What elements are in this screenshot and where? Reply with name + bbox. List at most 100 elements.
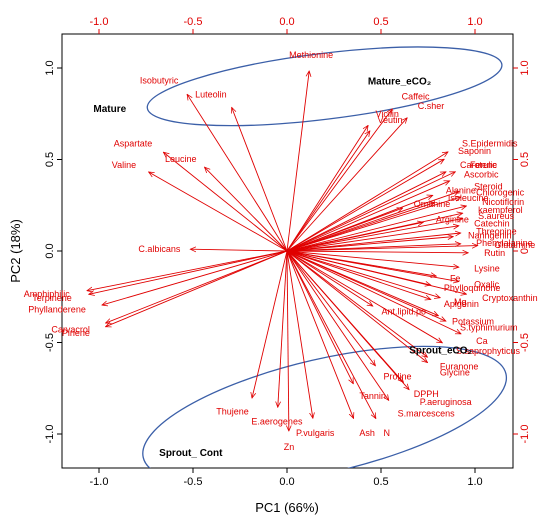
vector-arrow bbox=[286, 222, 423, 252]
vector-arrow bbox=[286, 250, 427, 357]
vector-label: Tannin bbox=[359, 391, 386, 401]
vector-label: DPPH bbox=[414, 389, 439, 399]
vector-arrow bbox=[286, 171, 455, 252]
vector-arrow bbox=[286, 226, 459, 252]
y-tick-label: -1.0 bbox=[44, 425, 56, 444]
vector-label: Phenylalanine bbox=[476, 238, 533, 248]
right-tick-label: 0.5 bbox=[519, 152, 531, 167]
group-ellipses bbox=[142, 46, 508, 468]
group-label: Mature_eCO₂ bbox=[368, 76, 431, 87]
vector-arrow bbox=[286, 250, 431, 299]
x-tick-label: 1.0 bbox=[467, 476, 482, 488]
vector-arrow bbox=[286, 250, 313, 418]
vector-label: Amphiphilic bbox=[24, 289, 71, 299]
vector-label: Caffeic bbox=[402, 91, 430, 101]
vector-arrow bbox=[286, 246, 478, 252]
vector-arrow bbox=[286, 250, 440, 298]
vector-arrow bbox=[252, 250, 288, 398]
vector-label: S.marcescens bbox=[398, 409, 456, 419]
vector-label: Luteolin bbox=[195, 89, 227, 99]
loading-vectors bbox=[87, 71, 478, 431]
vector-arrow bbox=[286, 250, 354, 418]
vector-label: Proline bbox=[384, 371, 412, 381]
x-axis-bottom: -1.0 -0.5 0.0 0.5 1.0 bbox=[90, 468, 483, 488]
vector-arrow bbox=[286, 208, 403, 252]
group-label: Mature bbox=[93, 104, 126, 115]
vector-label: S.saprophyticus bbox=[456, 346, 521, 356]
vector-arrow bbox=[286, 109, 392, 252]
vector-label: Catechin bbox=[474, 219, 510, 229]
vector-arrow bbox=[106, 250, 288, 323]
vector-arrow bbox=[106, 250, 288, 327]
vector-label: Ash bbox=[359, 428, 375, 438]
vector-arrow bbox=[286, 250, 461, 335]
y-tick-label: 0.0 bbox=[44, 243, 56, 258]
vector-label: Chlorogenic bbox=[476, 187, 525, 197]
vector-label: Alanine bbox=[446, 185, 476, 195]
vector-label: Saponin bbox=[458, 146, 491, 156]
vector-arrow bbox=[286, 71, 309, 252]
vector-arrow bbox=[286, 250, 389, 400]
vector-label: Threonine bbox=[476, 226, 517, 236]
vector-label: Ferulic bbox=[470, 160, 498, 170]
vector-label: Ascorbic bbox=[464, 170, 499, 180]
vector-label: Isobutyric bbox=[140, 76, 179, 86]
vector-arrow bbox=[286, 233, 461, 252]
x-tick-label: -0.5 bbox=[184, 476, 203, 488]
vector-arrow bbox=[286, 118, 407, 252]
vector-label: Glutamine bbox=[494, 240, 535, 250]
vector-label: Isoleucine bbox=[448, 193, 489, 203]
x-axis-top: -1.0 -0.5 0.0 0.5 1.0 bbox=[90, 16, 483, 34]
vector-label: E.aerogenes bbox=[251, 416, 303, 426]
vector-arrow bbox=[278, 250, 288, 407]
vector-arrow bbox=[286, 152, 448, 252]
right-tick-label: -1.0 bbox=[519, 425, 531, 444]
vector-arrow bbox=[287, 250, 289, 431]
vector-label: C.albicans bbox=[138, 244, 181, 254]
vector-label: Lysine bbox=[474, 264, 500, 274]
vector-arrow bbox=[286, 250, 376, 419]
y-tick-label: 1.0 bbox=[44, 60, 56, 75]
vector-arrow bbox=[286, 250, 428, 363]
vector-label: Methionine bbox=[289, 50, 333, 60]
vector-label: kaempferol bbox=[478, 205, 523, 215]
vector-arrow bbox=[102, 250, 288, 305]
vector-arrow bbox=[286, 206, 466, 252]
vector-arrow bbox=[286, 125, 368, 252]
vector-arrow bbox=[89, 250, 288, 294]
vector-arrow bbox=[286, 203, 435, 252]
vector-label: Ant.lipid.po bbox=[382, 307, 427, 317]
y-tick-label: -0.5 bbox=[44, 333, 56, 352]
vector-label: C.sher bbox=[418, 101, 445, 111]
x-tick-label: 0.0 bbox=[279, 476, 294, 488]
vector-arrow bbox=[286, 251, 468, 253]
vector-label: Potassium bbox=[452, 316, 494, 326]
vector-label: Naringenin bbox=[468, 230, 512, 240]
vector-label: Ornithine bbox=[414, 199, 451, 209]
vector-label: Phylloquinone bbox=[444, 283, 501, 293]
top-tick-label: 0.5 bbox=[373, 16, 388, 28]
vector-label: Cryptoxanthin bbox=[482, 293, 538, 303]
ellipse-mature bbox=[146, 46, 503, 127]
vector-arrow bbox=[286, 250, 466, 294]
vector-label: Oxalic bbox=[474, 279, 500, 289]
top-tick-label: 0.0 bbox=[279, 16, 294, 28]
vector-arrow bbox=[286, 219, 463, 252]
vector-label: Carotene bbox=[460, 160, 497, 170]
y-axis-left: -1.0 -0.5 0.0 0.5 1.0 bbox=[44, 60, 62, 443]
vector-label: S.aureus bbox=[478, 211, 515, 221]
vector-arrow bbox=[187, 94, 288, 252]
vector-label: Apigenin bbox=[444, 299, 479, 309]
vector-label: Aspartate bbox=[114, 138, 153, 148]
vector-label: Mg bbox=[454, 297, 467, 307]
vector-arrow bbox=[286, 250, 375, 366]
vector-arrow bbox=[286, 192, 459, 252]
vector-arrow bbox=[286, 250, 459, 267]
vector-label: Arginine bbox=[436, 215, 469, 225]
vector-label: Furanone bbox=[440, 362, 479, 372]
vector-label: Thujene bbox=[216, 407, 249, 417]
vector-arrow bbox=[286, 250, 459, 282]
group-label: Sprout_ Cont bbox=[159, 448, 223, 459]
vector-arrow bbox=[232, 107, 288, 252]
